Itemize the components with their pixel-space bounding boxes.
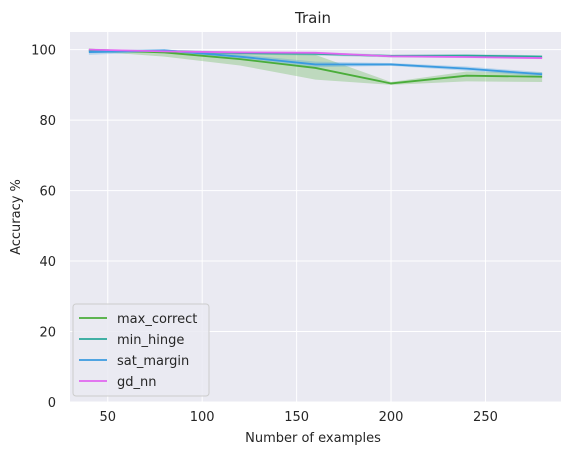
y-axis-title: Accuracy % bbox=[9, 179, 24, 255]
y-tick-labels: 0 20 40 60 80 100 bbox=[31, 44, 56, 411]
legend-label-gd_nn: gd_nn bbox=[117, 375, 156, 390]
x-tick-label: 50 bbox=[99, 410, 116, 425]
series-line-sat_margin bbox=[88, 49, 543, 76]
legend-label-max_correct: max_correct bbox=[117, 312, 197, 327]
y-tick-label: 0 bbox=[48, 396, 56, 411]
y-tick-label: 60 bbox=[39, 185, 56, 200]
x-axis-title: Number of examples bbox=[245, 431, 381, 446]
x-tick-labels: 50 100 150 200 250 bbox=[99, 410, 497, 425]
x-tick-label: 250 bbox=[473, 410, 498, 425]
x-tick-label: 200 bbox=[379, 410, 404, 425]
legend-label-min_hinge: min_hinge bbox=[117, 333, 184, 348]
legend-label-sat_margin: sat_margin bbox=[117, 354, 189, 369]
y-tick-label: 100 bbox=[31, 44, 56, 59]
series-line-gd_nn bbox=[88, 48, 543, 59]
legend-box bbox=[72, 303, 210, 397]
series-band-sat_margin bbox=[88, 49, 543, 77]
series-lines bbox=[88, 48, 543, 85]
gridlines bbox=[70, 32, 561, 403]
chart-title: Train bbox=[294, 9, 331, 27]
series-line-max_correct bbox=[88, 48, 543, 85]
legend: max_correct min_hinge sat_margin gd_nn bbox=[72, 303, 210, 397]
y-tick-label: 20 bbox=[39, 326, 56, 341]
y-tick-label: 40 bbox=[39, 255, 56, 270]
x-tick-label: 150 bbox=[284, 410, 309, 425]
x-tick-label: 100 bbox=[190, 410, 215, 425]
y-tick-label: 80 bbox=[39, 114, 56, 129]
